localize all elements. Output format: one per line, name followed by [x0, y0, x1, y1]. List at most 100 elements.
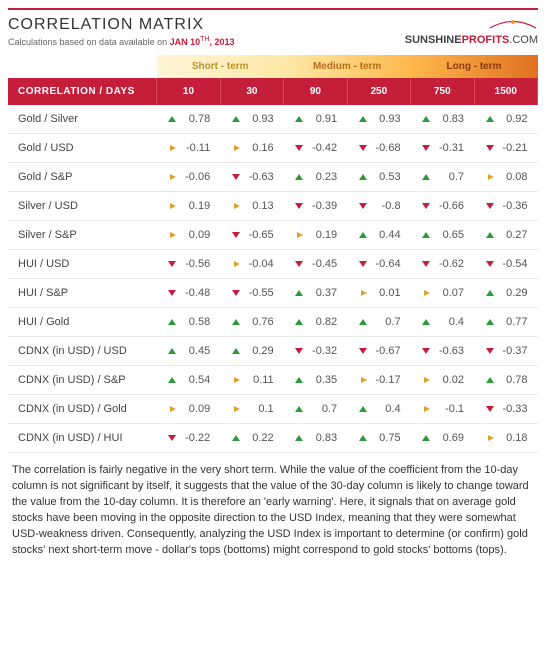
value-cell: -0.48 [157, 279, 220, 308]
side-arrow-icon [234, 203, 240, 209]
value-cell: 0.35 [284, 366, 347, 395]
up-arrow-icon [232, 319, 240, 325]
cell-value: 0.4 [371, 403, 401, 415]
value-cell: 0.91 [284, 105, 347, 134]
value-cell: 0.58 [157, 308, 220, 337]
row-label: CDNX (in USD) / Gold [8, 395, 157, 424]
table-row: CDNX (in USD) / S&P0.540.110.35-0.170.02… [8, 366, 538, 395]
up-arrow-icon [295, 290, 303, 296]
cell-value: 0.08 [498, 171, 528, 183]
down-arrow-icon [295, 261, 303, 267]
side-arrow-icon [424, 377, 430, 383]
cell-value: 0.09 [180, 403, 210, 415]
footer-text: The correlation is fairly negative in th… [8, 453, 538, 563]
down-arrow-icon [232, 232, 240, 238]
cell-value: 0.58 [180, 316, 210, 328]
value-cell: 0.19 [284, 221, 347, 250]
value-cell: 0.7 [411, 163, 474, 192]
value-cell: 0.07 [411, 279, 474, 308]
down-arrow-icon [486, 203, 494, 209]
cell-value: 0.7 [434, 171, 464, 183]
value-cell: 0.13 [220, 192, 283, 221]
cell-value: -0.63 [244, 171, 274, 183]
value-cell: 0.1 [220, 395, 283, 424]
cell-value: 0.01 [371, 287, 401, 299]
down-arrow-icon [295, 203, 303, 209]
cell-value: 0.92 [498, 113, 528, 125]
table-row: CDNX (in USD) / Gold 0.09 0.10.7 0.4 -0.1-0.… [8, 395, 538, 424]
value-cell: 0.16 [220, 134, 283, 163]
row-label: Gold / S&P [8, 163, 157, 192]
up-arrow-icon [422, 435, 430, 441]
up-arrow-icon [359, 406, 367, 412]
cell-value: 0.4 [434, 316, 464, 328]
cell-value: 0.19 [307, 229, 337, 241]
value-cell: 0.11 [220, 366, 283, 395]
cell-value: -0.04 [244, 258, 274, 270]
table-row: Silver / USD0.190.13-0.39-0.8-0.66-0.36 [8, 192, 538, 221]
cell-value: 0.09 [180, 229, 210, 241]
value-cell: -0.11 [157, 134, 220, 163]
logo-part3: .COM [509, 34, 538, 46]
up-arrow-icon [168, 116, 176, 122]
down-arrow-icon [359, 261, 367, 267]
value-cell: -0.65 [220, 221, 283, 250]
up-arrow-icon [486, 232, 494, 238]
row-label: HUI / Gold [8, 308, 157, 337]
cell-value: 0.76 [244, 316, 274, 328]
cell-value: -0.45 [307, 258, 337, 270]
cell-value: 0.78 [180, 113, 210, 125]
cell-value: -0.62 [434, 258, 464, 270]
down-arrow-icon [168, 435, 176, 441]
cell-value: -0.67 [371, 345, 401, 357]
cell-value: -0.63 [434, 345, 464, 357]
row-label: Gold / USD [8, 134, 157, 163]
cell-value: -0.11 [180, 142, 210, 154]
value-cell: -0.39 [284, 192, 347, 221]
value-cell: 0.75 [347, 424, 410, 453]
cell-value: -0.56 [180, 258, 210, 270]
value-cell: -0.04 [220, 250, 283, 279]
value-cell: 0.78 [474, 366, 537, 395]
cell-value: -0.54 [498, 258, 528, 270]
up-arrow-icon [359, 232, 367, 238]
up-arrow-icon [422, 174, 430, 180]
side-arrow-icon [234, 406, 240, 412]
up-arrow-icon [232, 435, 240, 441]
down-arrow-icon [486, 145, 494, 151]
value-cell: 0.27 [474, 221, 537, 250]
value-cell: 0.65 [411, 221, 474, 250]
cell-value: -0.42 [307, 142, 337, 154]
value-cell: 0.4 [411, 308, 474, 337]
side-arrow-icon [234, 377, 240, 383]
side-arrow-icon [170, 145, 176, 151]
day-column-header: 90 [284, 78, 347, 105]
day-column-header: 250 [347, 78, 410, 105]
cell-value: 0.16 [244, 142, 274, 154]
up-arrow-icon [232, 116, 240, 122]
logo: SUNSHINEPROFITS.COM [405, 16, 538, 46]
cell-value: 0.78 [498, 374, 528, 386]
value-cell: 0.77 [474, 308, 537, 337]
cell-value: 0.69 [434, 432, 464, 444]
value-cell: 0.93 [347, 105, 410, 134]
value-cell: -0.32 [284, 337, 347, 366]
side-arrow-icon [361, 290, 367, 296]
down-arrow-icon [168, 261, 176, 267]
value-cell: 0.01 [347, 279, 410, 308]
value-cell: 0.7 [284, 395, 347, 424]
value-cell: -0.1 [411, 395, 474, 424]
table-row: Gold / USD-0.110.16-0.42-0.68-0.31-0.21 [8, 134, 538, 163]
up-arrow-icon [359, 435, 367, 441]
day-column-header: 750 [411, 78, 474, 105]
down-arrow-icon [486, 406, 494, 412]
value-cell: -0.33 [474, 395, 537, 424]
value-cell: -0.06 [157, 163, 220, 192]
subtitle-prefix: Calculations based on data available on [8, 37, 170, 47]
date-main: JAN 10 [170, 37, 201, 47]
cell-value: -0.36 [498, 200, 528, 212]
cell-value: 0.45 [180, 345, 210, 357]
subtitle: Calculations based on data available on … [8, 36, 235, 47]
up-arrow-icon [295, 377, 303, 383]
cell-value: 0.82 [307, 316, 337, 328]
